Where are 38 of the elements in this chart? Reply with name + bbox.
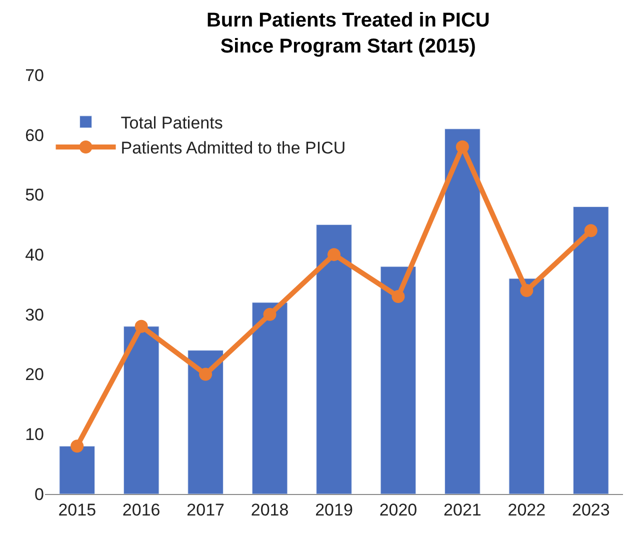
x-tick-label: 2021 xyxy=(444,500,482,520)
y-tick-label: 50 xyxy=(25,186,44,205)
bar xyxy=(572,206,609,494)
point xyxy=(328,248,340,262)
y-tick-label: 0 xyxy=(34,484,44,504)
x-tick-label: 2016 xyxy=(122,500,160,520)
bar xyxy=(59,446,96,494)
point xyxy=(199,368,212,381)
bar xyxy=(508,278,545,494)
x-tick-label: 2023 xyxy=(572,500,610,520)
legend-label: Patients Admitted to the PICU xyxy=(120,138,346,158)
point xyxy=(263,308,276,321)
point xyxy=(584,224,598,238)
y-tick-label: 20 xyxy=(25,365,44,384)
x-tick-label: 2017 xyxy=(186,500,224,520)
bar xyxy=(123,326,160,494)
y-tick-label: 70 xyxy=(25,66,44,85)
point xyxy=(520,284,534,297)
x-tick-label: 2022 xyxy=(508,500,546,520)
y-tick-label: 40 xyxy=(25,246,44,265)
point xyxy=(134,320,148,333)
point xyxy=(392,290,405,303)
y-tick-label: 10 xyxy=(25,425,44,444)
bar xyxy=(444,128,480,494)
x-tick-label: 2015 xyxy=(58,500,96,520)
bar xyxy=(380,266,416,494)
bar xyxy=(316,224,352,494)
point xyxy=(70,440,84,453)
point xyxy=(456,140,469,154)
x-tick-label: 2019 xyxy=(315,500,353,520)
y-tick-label: 30 xyxy=(25,305,44,324)
bar xyxy=(252,302,288,494)
x-tick-label: 2020 xyxy=(379,500,418,520)
legend-label: Total Patients xyxy=(120,114,223,133)
y-tick-label: 60 xyxy=(25,126,44,145)
chart-title: Burn Patients Treated in PICU Since Program Start (2015) xyxy=(206,10,490,58)
bar xyxy=(188,350,224,494)
x-tick-label: 2018 xyxy=(250,500,289,520)
